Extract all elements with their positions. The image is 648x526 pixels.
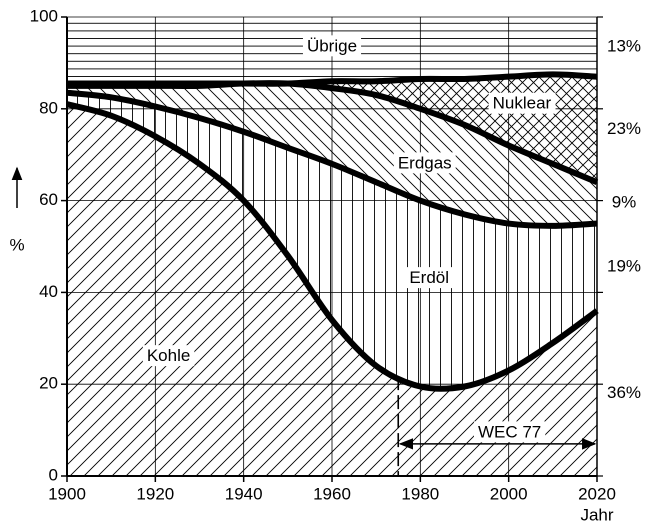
area-label: Übrige [307, 36, 357, 55]
y-tick-label: 40 [39, 282, 58, 301]
label-background [473, 421, 546, 443]
x-tick-label: 1920 [136, 484, 174, 503]
end-share-label: 23% [607, 119, 641, 138]
x-tick-label: 1940 [225, 484, 263, 503]
y-tick-label: 0 [49, 465, 58, 484]
y-tick-label: 60 [39, 190, 58, 209]
area [67, 104, 597, 477]
y-tick-label: 20 [39, 374, 58, 393]
label-background [405, 267, 454, 289]
end-share-label: 36% [607, 383, 641, 402]
boundary-line [66, 101, 599, 392]
boundary-lines [66, 17, 599, 477]
end-share-label: 9% [612, 192, 637, 211]
label-background [142, 345, 195, 367]
label-background [488, 92, 556, 114]
x-tick-label: 2000 [490, 484, 528, 503]
area-label: Nuklear [493, 94, 552, 113]
end-share-label: 19% [607, 257, 641, 276]
y-tick-label: 100 [30, 6, 58, 25]
label-background [393, 152, 456, 174]
boundary-line [67, 71, 598, 87]
end-share-label: 13% [607, 36, 641, 55]
x-axis-label: Jahr [580, 505, 613, 524]
annotation-label: WEC 77 [478, 422, 541, 441]
label-background [302, 35, 362, 57]
area-label: Erdgas [398, 153, 452, 172]
x-tick-label: 1980 [401, 484, 439, 503]
y-axis-label: % [9, 235, 24, 254]
y-tick-label: 80 [39, 98, 58, 117]
x-tick-label: 1900 [48, 484, 86, 503]
area-label: Erdöl [409, 268, 449, 287]
area-label: Kohle [147, 346, 190, 365]
x-tick-label: 1960 [313, 484, 351, 503]
boundary-line [66, 89, 598, 229]
labels: 0 20 40 60 80 100 1900 1920 1940 1960 1980 2000 2020… [30, 6, 641, 503]
area [67, 74, 597, 183]
x-tick-label: 2020 [578, 484, 616, 503]
